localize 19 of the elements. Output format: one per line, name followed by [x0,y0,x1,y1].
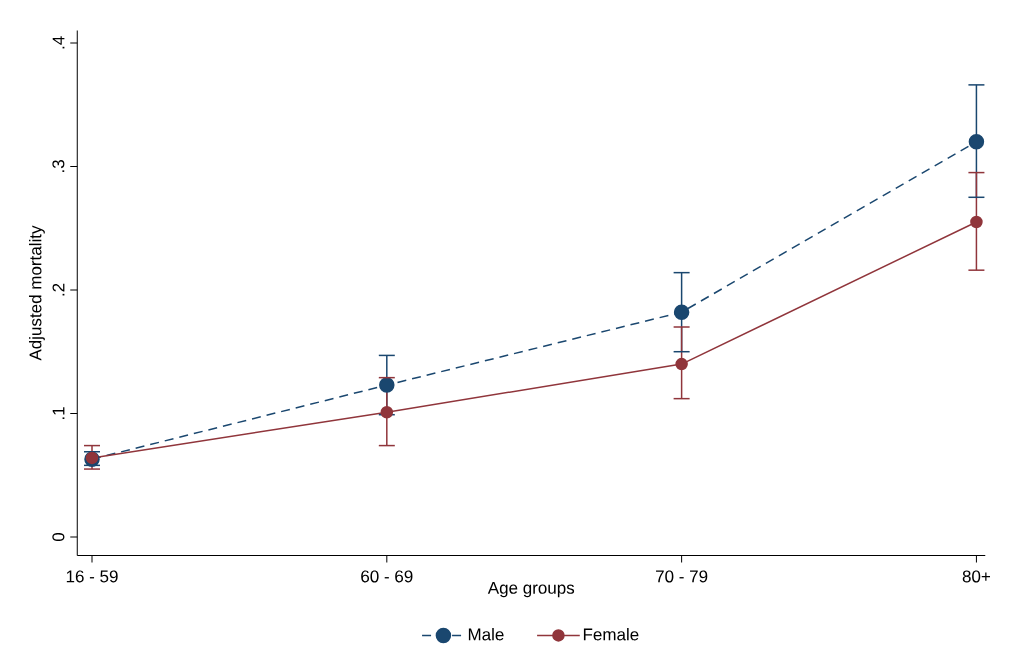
y-tick-label: .4 [52,36,65,49]
y-tick-label: .3 [52,160,65,172]
x-axis-title: Age groups [487,581,575,598]
x-tick-label: 80+ [962,570,990,583]
x-tick-label: 70 - 79 [656,570,708,583]
x-tick-label: 16 - 59 [66,570,118,583]
y-tick-label: .2 [52,283,65,296]
y-axis-title: Adjusted mortality [28,225,45,361]
y-tick-label: 0 [52,532,65,542]
legend-label: Male [468,627,504,641]
x-tick-label: 60 - 69 [361,570,413,583]
point [673,304,690,320]
point [675,357,688,371]
point [968,133,985,150]
y-tick-label: .1 [52,407,65,420]
point [379,377,395,393]
legend-label: Female [583,627,639,641]
point [380,405,394,419]
point [970,215,983,229]
